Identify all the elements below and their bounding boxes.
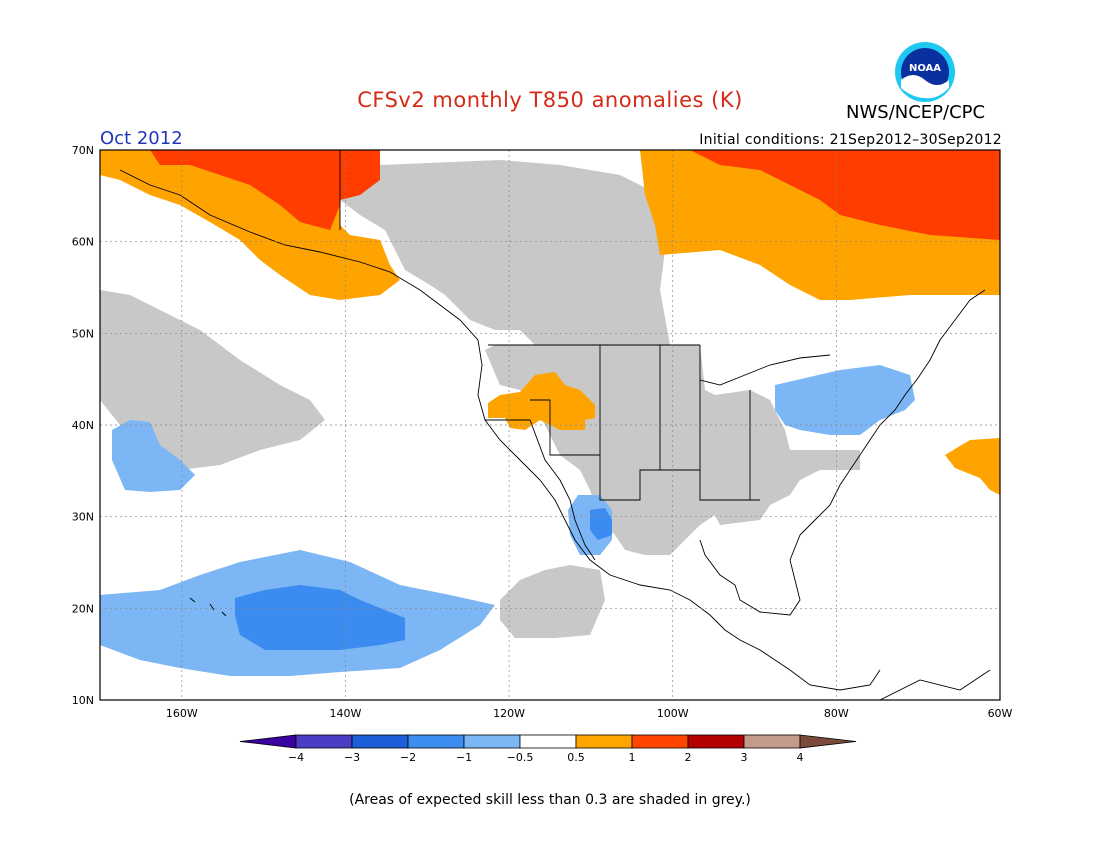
colorbar-tick-labels: −4 −3 −2 −1 −0.5 0.5 1 2 3 4 <box>288 751 804 764</box>
strong-warm-anomaly-region <box>340 150 380 200</box>
colorbar-segment <box>519 734 577 749</box>
footnote: (Areas of expected skill less than 0.3 a… <box>349 792 751 808</box>
cool-anomaly-region <box>775 365 915 435</box>
longitude-label: 140W <box>330 707 362 720</box>
graticule <box>100 150 1000 700</box>
colorbar-segment <box>743 734 801 749</box>
colorbar-segments <box>239 734 857 749</box>
colorbar-tick-label: 1 <box>629 751 636 764</box>
strong-warm-anomaly-region <box>150 150 340 230</box>
chart-title: CFSv2 monthly T850 anomalies (K) <box>357 88 743 112</box>
latitude-label: 40N <box>72 419 94 432</box>
colorbar-tick-label: −3 <box>344 751 360 764</box>
colorbar-segment <box>575 734 633 749</box>
latitude-label: 60N <box>72 236 94 249</box>
agency-label: NWS/NCEP/CPC <box>846 102 986 123</box>
forecast-month: Oct 2012 <box>100 128 183 149</box>
colorbar-segment <box>799 734 857 749</box>
noaa-logo: NOAA <box>893 40 957 104</box>
colorbar-segment <box>687 734 745 749</box>
longitude-label: 80W <box>824 707 849 720</box>
warm-anomaly-region <box>488 372 595 430</box>
colorbar-tick-label: 4 <box>797 751 804 764</box>
colorbar-segment <box>295 734 353 749</box>
cool-anomaly-region <box>112 420 195 492</box>
warm-anomaly-region <box>945 438 1000 495</box>
longitude-label: 120W <box>493 707 525 720</box>
strong-cool-anomaly-region <box>590 508 612 540</box>
latitude-label: 30N <box>72 511 94 524</box>
colorbar-segment <box>631 734 689 749</box>
longitude-label: 60W <box>988 707 1013 720</box>
colorbar-segment <box>239 734 297 749</box>
latitude-label: 10N <box>72 694 94 707</box>
colorbar-tick-label: −0.5 <box>507 751 534 764</box>
low-skill-region <box>340 160 670 345</box>
colorbar-tick-label: −4 <box>288 751 304 764</box>
colorbar-tick-label: −2 <box>400 751 416 764</box>
initial-conditions: Initial conditions: 21Sep2012–30Sep2012 <box>699 132 1002 148</box>
longitude-label: 160W <box>166 707 198 720</box>
colorbar-segment <box>463 734 521 749</box>
longitude-labels: 160W 140W 120W 100W 80W 60W <box>166 707 1013 720</box>
latitude-labels: 70N 60N 50N 40N 30N 20N 10N <box>72 144 94 707</box>
colorbar-segment <box>351 734 409 749</box>
latitude-label: 20N <box>72 602 94 615</box>
colorbar-tick-label: 2 <box>685 751 692 764</box>
colorbar-tick-label: 0.5 <box>567 751 585 764</box>
map-frame <box>99 149 1001 701</box>
low-skill-region <box>500 565 605 638</box>
latitude-label: 50N <box>72 327 94 340</box>
logo-text: NOAA <box>909 63 941 74</box>
colorbar-segment <box>407 734 465 749</box>
colorbar-tick-label: −1 <box>456 751 472 764</box>
latitude-label: 70N <box>72 144 94 157</box>
strong-cool-anomaly-region <box>235 585 405 650</box>
colorbar-tick-label: 3 <box>741 751 748 764</box>
longitude-label: 100W <box>657 707 689 720</box>
strong-warm-anomaly-region <box>690 150 1000 240</box>
